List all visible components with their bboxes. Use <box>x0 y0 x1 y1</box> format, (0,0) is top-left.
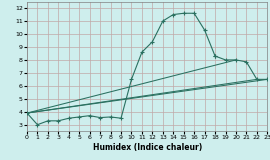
X-axis label: Humidex (Indice chaleur): Humidex (Indice chaleur) <box>93 143 202 152</box>
